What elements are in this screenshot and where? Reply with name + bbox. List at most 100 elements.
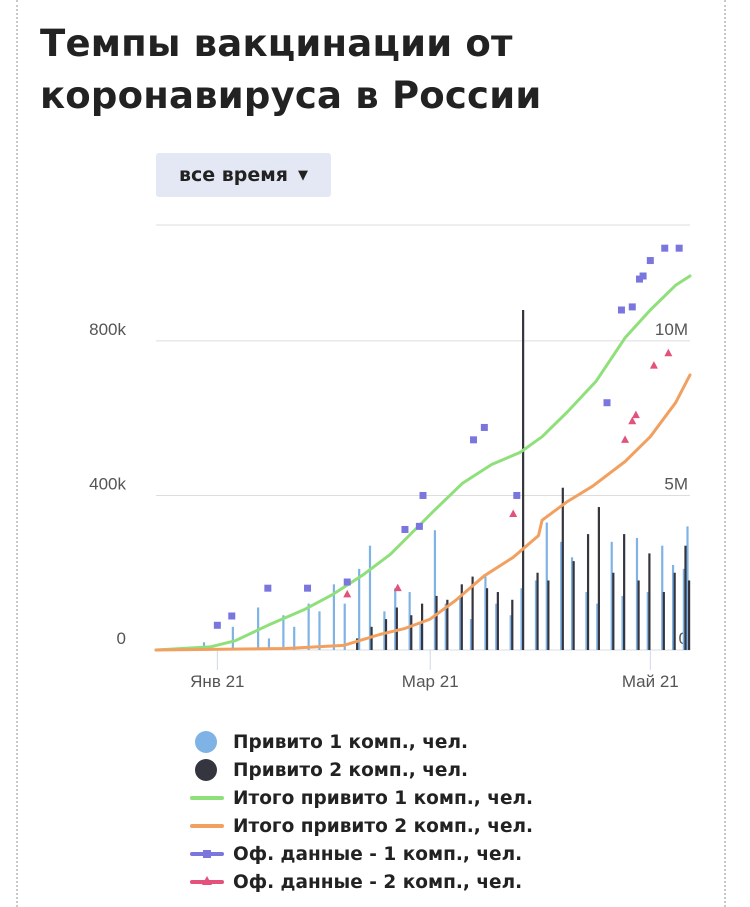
point-official-dose1 [617, 306, 625, 314]
legend-item[interactable]: Итого привито 1 комп., чел. [190, 784, 630, 812]
bar-dose2 [586, 534, 590, 650]
point-official-dose2 [509, 509, 518, 517]
bar-dose1 [520, 588, 523, 650]
legend-dot-icon [190, 759, 224, 781]
point-official-dose2 [628, 416, 637, 425]
bar-dose1 [635, 537, 639, 650]
bar-dose1 [231, 626, 234, 650]
y-right-tick-label: 5M [664, 474, 688, 493]
point-official-dose2 [621, 435, 630, 443]
legend-line-icon [190, 787, 224, 809]
y-right-tick-label: 10M [655, 320, 688, 339]
bar-dose2 [687, 580, 691, 650]
point-official-dose1 [628, 303, 636, 311]
point-official-dose2 [664, 348, 673, 357]
bar-dose1 [509, 615, 512, 650]
bar-dose1 [444, 603, 447, 650]
point-official-dose1 [415, 522, 423, 530]
point-official-dose1 [513, 491, 521, 499]
line-total-dose2 [154, 373, 692, 652]
line-total-dose1 [154, 274, 692, 652]
point-official-dose1 [419, 491, 427, 499]
bar-dose2 [536, 572, 539, 650]
bar-dose2 [446, 599, 449, 650]
bar-dose1 [610, 541, 613, 650]
bar-dose2 [684, 545, 687, 650]
bar-dose1 [293, 626, 296, 650]
point-official-dose1 [401, 525, 409, 533]
chart-legend: Привито 1 комп., чел. Привито 2 комп., че… [190, 728, 630, 896]
point-official-dose2 [631, 410, 640, 419]
bar-dose1 [596, 603, 599, 650]
bar-dose1 [484, 576, 487, 650]
bar-dose2 [547, 580, 550, 650]
bar-dose1 [469, 619, 473, 650]
bar-dose1 [686, 526, 689, 650]
bar-dose1 [682, 568, 685, 650]
time-range-label: все время [178, 164, 289, 186]
bar-dose1 [585, 592, 588, 650]
bar-dose2 [572, 561, 575, 650]
bar-dose2 [612, 572, 615, 650]
bar-dose2 [460, 584, 463, 650]
point-official-dose2 [393, 583, 402, 592]
bar-dose1 [343, 603, 346, 650]
x-tick-label: Мар 21 [402, 672, 459, 691]
bar-dose2 [623, 534, 626, 650]
bar-dose1 [358, 568, 361, 650]
bar-dose1 [383, 611, 386, 650]
legend-item[interactable]: Привито 2 комп., чел. [190, 756, 630, 784]
time-range-dropdown[interactable]: все время ▼ [156, 153, 331, 197]
bar-dose1 [560, 541, 563, 650]
legend-line-square-icon [190, 843, 224, 865]
bar-dose1 [394, 588, 397, 650]
point-official-dose1 [675, 244, 683, 252]
point-official-dose1 [264, 584, 272, 592]
page-title: Темпы вакцинации от коронавируса в Росси… [40, 22, 542, 117]
bar-dose2 [420, 603, 424, 650]
point-official-dose1 [646, 257, 654, 265]
bar-dose2 [496, 592, 499, 650]
legend-label: Оф. данные - 1 комп., чел. [233, 843, 523, 865]
point-official-dose2 [343, 589, 352, 598]
point-official-dose1 [603, 399, 611, 407]
bar-dose1 [459, 595, 462, 650]
legend-label: Оф. данные - 2 комп., чел. [233, 871, 523, 893]
bar-dose2 [561, 487, 564, 650]
legend-item[interactable]: Оф. данные - 2 комп., чел. [190, 868, 630, 896]
bar-dose1 [368, 545, 372, 650]
legend-label: Привито 2 комп., чел. [233, 759, 469, 781]
legend-item[interactable]: Итого привито 2 комп., чел. [190, 812, 630, 840]
bar-dose1 [282, 615, 285, 650]
bar-dose2 [662, 592, 665, 650]
bar-dose1 [495, 603, 498, 650]
legend-label: Итого привито 2 комп., чел. [233, 815, 534, 837]
bar-dose1 [646, 592, 649, 650]
legend-item[interactable]: Привито 1 комп., чел. [190, 728, 630, 756]
x-tick-label: Май 21 [622, 672, 679, 691]
bar-dose1 [267, 638, 271, 650]
y-left-tick-label: 400k [89, 474, 126, 493]
legend-item[interactable]: Оф. данные - 1 комп., чел. [190, 840, 630, 868]
bar-dose2 [511, 599, 514, 650]
bar-dose1 [332, 584, 335, 650]
point-official-dose1 [635, 275, 643, 283]
point-official-dose1 [639, 272, 647, 280]
point-official-dose1 [470, 436, 478, 444]
bar-dose1 [408, 592, 411, 650]
bar-dose2 [648, 553, 651, 650]
bar-dose1 [621, 595, 624, 650]
point-official-dose1 [304, 584, 312, 592]
bar-dose1 [534, 580, 538, 650]
legend-dot-icon [190, 731, 224, 753]
bar-dose2 [522, 310, 525, 650]
page-border-left [16, 0, 18, 907]
point-official-dose1 [661, 244, 669, 252]
bar-dose2 [356, 638, 359, 650]
point-official-dose1 [480, 423, 488, 431]
bar-dose2 [597, 507, 600, 650]
point-official-dose2 [649, 361, 658, 369]
y-left-tick-label: 0 [117, 629, 126, 648]
bar-dose2 [384, 619, 388, 650]
